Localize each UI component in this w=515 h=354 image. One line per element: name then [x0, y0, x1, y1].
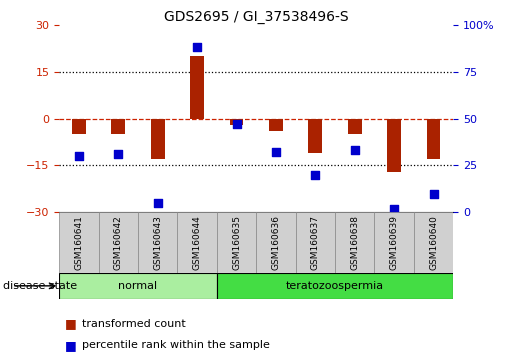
Bar: [414, 212, 453, 273]
Text: GSM160636: GSM160636: [271, 215, 280, 270]
Point: [351, 148, 359, 153]
Point: [311, 172, 319, 178]
Text: GSM160637: GSM160637: [311, 215, 320, 270]
Bar: [335, 212, 374, 273]
Point: [390, 206, 398, 211]
Text: GSM160635: GSM160635: [232, 215, 241, 270]
Title: GDS2695 / GI_37538496-S: GDS2695 / GI_37538496-S: [164, 10, 349, 24]
Bar: [348, 119, 362, 134]
Bar: [217, 273, 453, 299]
Bar: [374, 212, 414, 273]
Bar: [296, 212, 335, 273]
Text: GSM160638: GSM160638: [350, 215, 359, 270]
Point: [430, 191, 438, 196]
Bar: [308, 119, 322, 153]
Bar: [111, 119, 125, 134]
Bar: [230, 119, 244, 125]
Text: GSM160642: GSM160642: [114, 215, 123, 270]
Text: ■: ■: [64, 339, 76, 352]
Bar: [217, 212, 256, 273]
Point: [272, 149, 280, 155]
Text: GSM160644: GSM160644: [193, 215, 201, 270]
Bar: [72, 119, 86, 134]
Bar: [59, 273, 217, 299]
Point: [114, 152, 123, 157]
Point: [193, 45, 201, 50]
Bar: [177, 212, 217, 273]
Bar: [151, 119, 165, 159]
Point: [232, 121, 241, 127]
Point: [75, 153, 83, 159]
Text: percentile rank within the sample: percentile rank within the sample: [82, 340, 270, 350]
Bar: [190, 56, 204, 119]
Point: [153, 200, 162, 206]
Bar: [387, 119, 401, 172]
Bar: [138, 212, 177, 273]
Bar: [256, 212, 296, 273]
Text: GSM160641: GSM160641: [75, 215, 83, 270]
Bar: [426, 119, 440, 159]
Text: normal: normal: [118, 281, 158, 291]
Text: disease state: disease state: [3, 281, 77, 291]
Text: teratozoospermia: teratozoospermia: [286, 281, 384, 291]
Bar: [269, 119, 283, 131]
Text: ■: ■: [64, 318, 76, 330]
Text: GSM160639: GSM160639: [390, 215, 399, 270]
Text: transformed count: transformed count: [82, 319, 186, 329]
Text: GSM160640: GSM160640: [429, 215, 438, 270]
Text: GSM160643: GSM160643: [153, 215, 162, 270]
Bar: [59, 212, 99, 273]
Bar: [99, 212, 138, 273]
